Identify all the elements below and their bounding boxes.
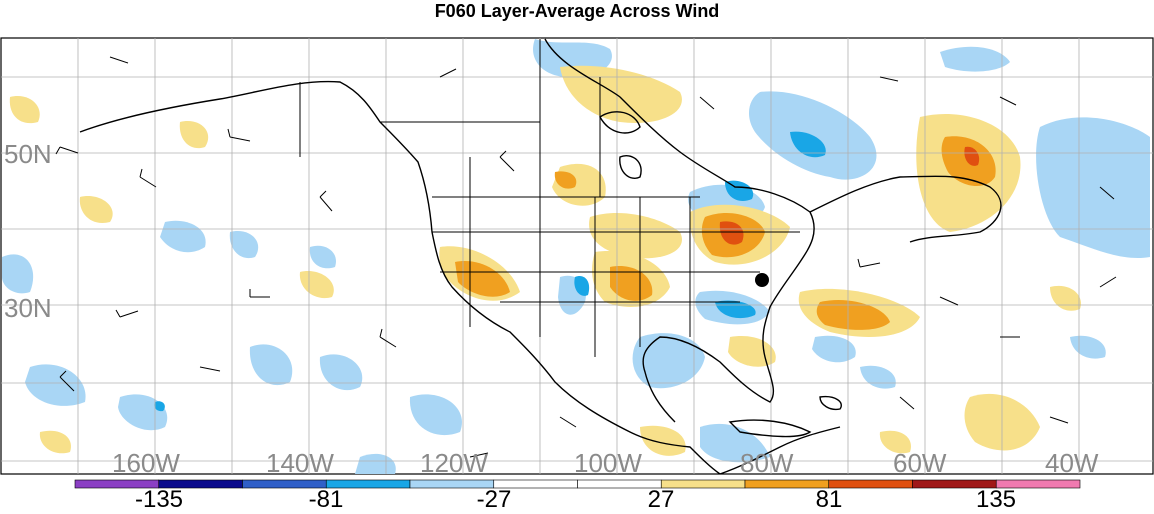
political-boundaries [299, 39, 800, 357]
coastlines [79, 38, 1002, 475]
station-marker [755, 273, 769, 287]
lon-label-80w: 80W [740, 448, 794, 478]
lat-label-30n: 30N [4, 293, 52, 323]
colorbar-segment [995, 479, 1081, 489]
lon-label-100w: 100W [574, 448, 642, 478]
colorbar-label-neg27: -27 [476, 486, 512, 513]
colorbar [74, 479, 1081, 489]
lon-label-160w: 160W [112, 448, 180, 478]
lon-label-120w: 120W [420, 448, 488, 478]
colorbar-label-135: 135 [975, 486, 1017, 513]
colorbar-label-neg135: -135 [134, 486, 184, 513]
lon-label-40w: 40W [1045, 448, 1099, 478]
colorbar-label-neg81: -81 [308, 486, 344, 513]
lon-label-140w: 140W [266, 448, 334, 478]
map-panel [0, 37, 1154, 475]
positive-core-shading [719, 146, 980, 245]
colorbar-label-81: 81 [815, 486, 843, 513]
colorbar-label-27: 27 [647, 486, 675, 513]
map-title: F060 Layer-Average Across Wind [434, 1, 720, 21]
lat-label-50n: 50N [4, 139, 52, 169]
lon-label-60w: 60W [893, 448, 947, 478]
map-canvas [0, 37, 1154, 475]
wind-barbs [55, 56, 1117, 458]
